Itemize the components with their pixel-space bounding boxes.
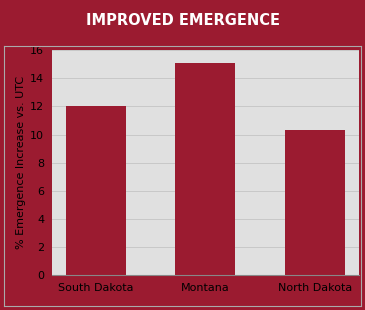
Y-axis label: % Emergence Increase vs. UTC: % Emergence Increase vs. UTC (16, 76, 26, 249)
Bar (175, 63, 235, 275)
Bar (285, 130, 345, 275)
Text: IMPROVED EMERGENCE: IMPROVED EMERGENCE (85, 13, 280, 29)
Bar (66, 107, 126, 275)
